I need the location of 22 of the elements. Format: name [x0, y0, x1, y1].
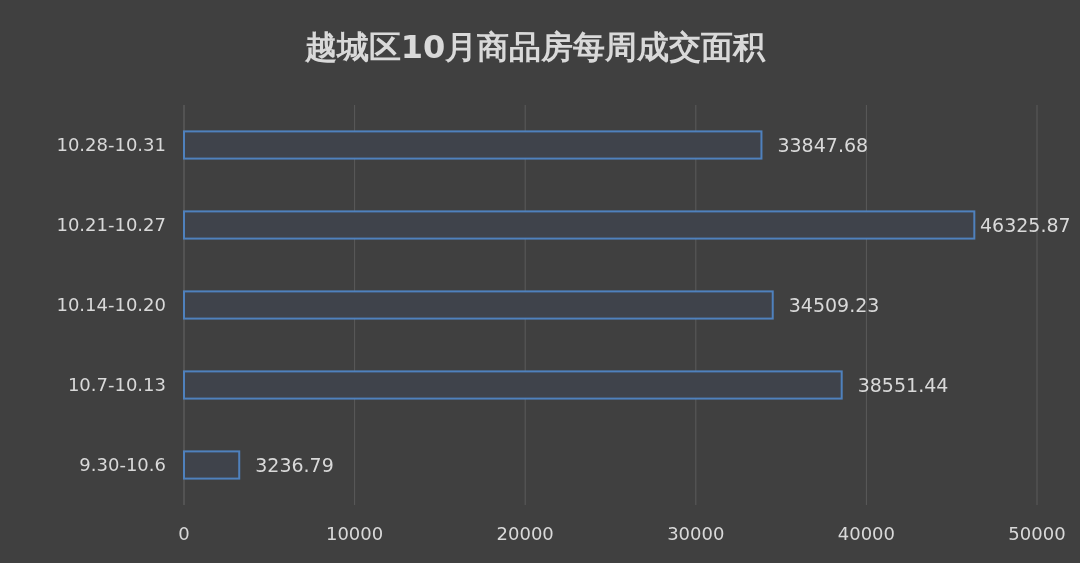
chart-title: 越城区10月商品房每周成交面积: [303, 28, 767, 66]
data-label: 3236.79: [255, 453, 334, 476]
bar: [183, 210, 976, 240]
x-tick-label: 0: [178, 523, 190, 544]
y-tick-label: 9.30-10.6: [79, 454, 166, 476]
x-tick-label: 50000: [1008, 523, 1066, 544]
bar: [183, 130, 763, 160]
data-label: 34509.23: [788, 293, 880, 316]
data-label: 33847.68: [777, 133, 869, 156]
x-tick-label: 30000: [667, 523, 725, 544]
data-label: 46325.87: [980, 213, 1071, 236]
bar: [183, 290, 774, 320]
x-tick-label: 40000: [837, 523, 896, 544]
x-tick-label: 10000: [325, 523, 384, 544]
x-tick-label: 20000: [496, 523, 554, 544]
data-label: 38551.44: [857, 373, 949, 396]
y-tick-label: 10.14-10.20: [56, 294, 166, 316]
y-tick-label: 10.7-10.13: [67, 374, 166, 396]
bar: [183, 450, 241, 480]
y-tick-label: 10.28-10.31: [56, 134, 166, 156]
y-tick-label: 10.21-10.27: [56, 214, 166, 236]
bar: [183, 370, 843, 400]
